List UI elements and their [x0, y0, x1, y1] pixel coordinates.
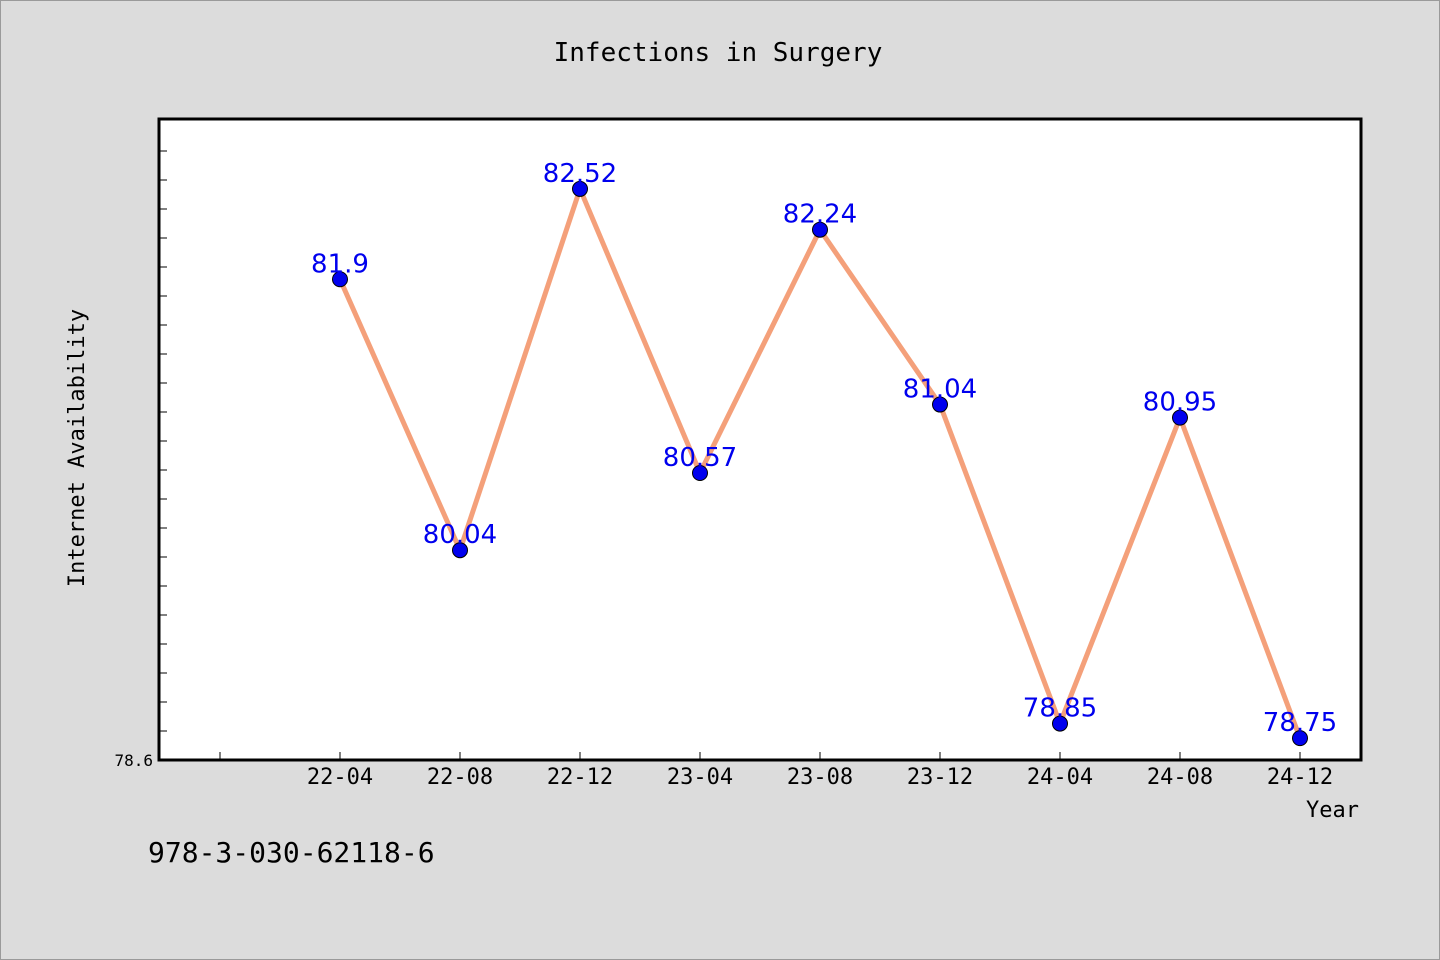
data-point	[812, 221, 828, 238]
data-label: 82.24	[783, 200, 857, 230]
data-label: 80.57	[663, 443, 737, 473]
x-tick-label: 23-12	[907, 765, 973, 790]
data-point	[692, 465, 708, 482]
data-label: 78.75	[1263, 708, 1337, 738]
x-tick-label: 23-08	[787, 765, 853, 790]
data-point	[932, 396, 948, 413]
y-tick-labels: 78.6	[114, 751, 153, 770]
data-point	[1292, 730, 1308, 747]
isbn-text: 978-3-030-62118-6	[148, 836, 435, 869]
y-tick-label: 78.6	[114, 751, 153, 770]
x-tick-label: 22-08	[427, 765, 493, 790]
data-point	[1172, 409, 1188, 426]
data-label: 78.85	[1023, 694, 1097, 724]
x-tick-label: 22-04	[307, 765, 373, 790]
data-label: 81.04	[903, 375, 977, 405]
series-group: 81.9 80.04 82.52 80.57 82.24 81.04 78.85 80.95 7…	[311, 159, 1337, 747]
data-point	[572, 180, 588, 197]
x-tick-labels: 22-04 22-08 22-12 23-04 23-08 23-12 24-04 24-08…	[307, 765, 1333, 790]
x-tick-label: 22-12	[547, 765, 613, 790]
x-tick-label: 24-08	[1147, 765, 1213, 790]
axis-ticks	[159, 150, 1301, 760]
data-label: 81.9	[311, 249, 369, 279]
x-axis-label: Year	[1306, 798, 1359, 823]
data-point	[452, 542, 468, 559]
x-tick-label: 24-04	[1027, 765, 1093, 790]
data-label: 82.52	[543, 159, 617, 189]
x-tick-label: 24-12	[1267, 765, 1333, 790]
data-label: 80.95	[1143, 388, 1217, 418]
data-label: 80.04	[423, 520, 497, 550]
x-tick-label: 23-04	[667, 765, 733, 790]
chart-title: Infections in Surgery	[554, 38, 883, 68]
data-point	[1052, 715, 1068, 732]
y-axis-label: Internet Availability	[65, 309, 90, 587]
plot-area	[157, 117, 1363, 762]
data-point	[332, 271, 348, 288]
